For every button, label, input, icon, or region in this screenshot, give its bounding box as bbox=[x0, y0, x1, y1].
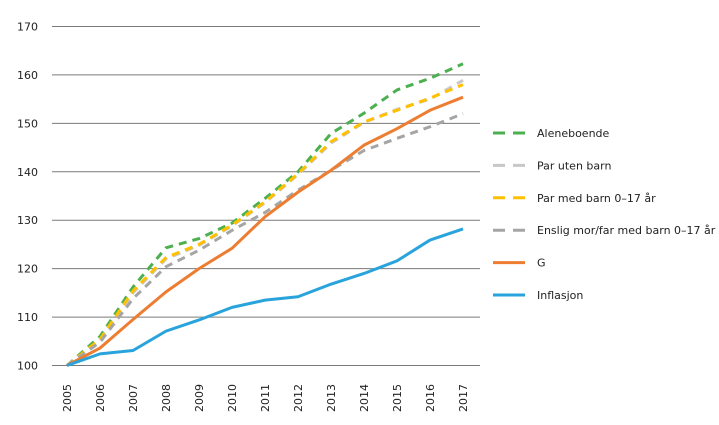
x-tick-label: 2012 bbox=[292, 384, 305, 412]
legend-label: Par uten barn bbox=[537, 159, 611, 172]
y-tick-label: 160 bbox=[17, 69, 38, 82]
x-tick-label: 2009 bbox=[193, 384, 206, 412]
x-tick-label: 2006 bbox=[94, 384, 107, 412]
x-tick-label: 2013 bbox=[325, 384, 338, 412]
y-tick-label: 120 bbox=[17, 263, 38, 276]
legend-item: Par med barn 0–17 år bbox=[493, 192, 656, 205]
legend-item: Enslig mor/far med barn 0–17 år bbox=[493, 224, 716, 237]
legend-label: Aleneboende bbox=[537, 127, 610, 140]
legend-label: Par med barn 0–17 år bbox=[537, 192, 656, 205]
y-tick-label: 170 bbox=[17, 21, 38, 34]
y-tick-label: 110 bbox=[17, 311, 38, 324]
y-axis-tick-labels: 100 110 120 130 140 150 160 170 bbox=[17, 21, 38, 373]
legend: Aleneboende Par uten barn Par med barn 0–1… bbox=[493, 127, 716, 302]
x-tick-label: 2011 bbox=[259, 384, 272, 412]
series-line-aleneboende bbox=[66, 62, 464, 367]
series-line-g bbox=[66, 95, 464, 367]
legend-item: Par uten barn bbox=[493, 159, 611, 172]
x-tick-label: 2016 bbox=[424, 384, 437, 412]
x-tick-label: 2015 bbox=[391, 384, 404, 412]
legend-label: Enslig mor/far med barn 0–17 år bbox=[537, 224, 716, 237]
legend-item: Inflasjon bbox=[493, 289, 583, 302]
series-line-enslig-mor-far-med-barn-0-17-r bbox=[66, 112, 464, 367]
series-line-inflasjon bbox=[66, 227, 464, 367]
series-lines bbox=[66, 62, 464, 367]
y-tick-label: 150 bbox=[17, 117, 38, 130]
x-tick-label: 2014 bbox=[358, 384, 371, 412]
gridlines bbox=[52, 26, 480, 366]
legend-label: Inflasjon bbox=[537, 289, 583, 302]
x-axis-tick-labels: 2005 2006 2007 2008 2009 2010 2011 2012 2013 2014… bbox=[61, 384, 470, 412]
x-tick-label: 2007 bbox=[127, 384, 140, 412]
legend-item: G bbox=[493, 257, 546, 270]
y-tick-label: 140 bbox=[17, 166, 38, 179]
x-tick-label: 2010 bbox=[226, 384, 239, 412]
x-tick-label: 2005 bbox=[61, 384, 74, 412]
series-line-par-med-barn-0-17-r bbox=[66, 83, 464, 367]
legend-item: Aleneboende bbox=[493, 127, 610, 140]
y-tick-label: 130 bbox=[17, 214, 38, 227]
y-tick-label: 100 bbox=[17, 360, 38, 373]
x-tick-label: 2008 bbox=[160, 384, 173, 412]
x-tick-label: 2017 bbox=[457, 384, 470, 412]
legend-label: G bbox=[537, 257, 546, 270]
